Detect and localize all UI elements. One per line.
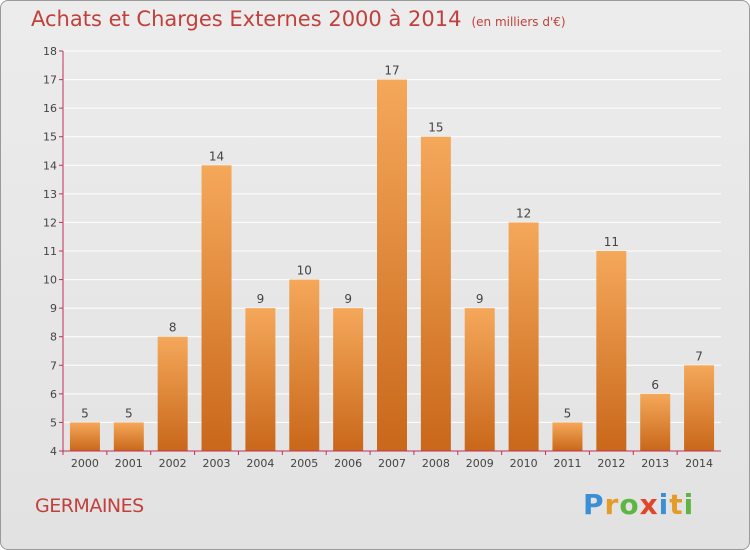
chart-subtitle: (en milliers d'€) — [471, 15, 566, 29]
bar — [201, 165, 232, 452]
bar — [508, 222, 539, 451]
data-label: 9 — [257, 292, 265, 306]
logo-letter: i — [658, 488, 670, 521]
data-label: 5 — [81, 406, 89, 420]
x-tick-label: 2009 — [466, 457, 494, 470]
data-label: 17 — [384, 64, 399, 78]
bar — [69, 422, 100, 451]
bar — [420, 136, 451, 451]
y-tick-label: 12 — [43, 216, 57, 229]
x-tick-label: 2012 — [597, 457, 625, 470]
data-label: 15 — [428, 121, 443, 135]
logo-letter: x — [639, 488, 659, 521]
x-tick-label: 2010 — [510, 457, 538, 470]
y-tick-label: 10 — [43, 274, 57, 287]
bar — [245, 308, 276, 451]
y-tick-label: 6 — [50, 388, 57, 401]
bar — [113, 422, 144, 451]
x-tick-label: 2005 — [290, 457, 318, 470]
bar — [157, 336, 188, 451]
place-name: GERMAINES — [35, 495, 144, 517]
bar — [333, 308, 364, 451]
y-tick-label: 17 — [43, 74, 57, 87]
bar — [289, 279, 320, 451]
data-label: 6 — [651, 378, 659, 392]
data-label: 12 — [516, 206, 531, 220]
y-tick-label: 8 — [50, 331, 57, 344]
x-tick-label: 2006 — [334, 457, 362, 470]
proxiti-logo: Proxiti — [583, 488, 694, 521]
bar — [377, 79, 407, 452]
data-label: 14 — [209, 149, 224, 163]
x-tick-label: 2002 — [159, 457, 187, 470]
bar — [552, 422, 583, 451]
logo-letter: P — [583, 488, 605, 521]
y-tick-label: 7 — [50, 359, 57, 372]
bar — [640, 393, 671, 451]
bar — [464, 308, 495, 451]
y-tick-label: 15 — [43, 131, 57, 144]
x-tick-label: 2007 — [378, 457, 406, 470]
data-label: 11 — [604, 235, 619, 249]
y-tick-label: 14 — [43, 159, 57, 172]
x-tick-label: 2008 — [422, 457, 450, 470]
y-tick-label: 18 — [43, 45, 57, 58]
logo-letter: o — [619, 488, 640, 521]
x-tick-label: 2000 — [71, 457, 99, 470]
x-tick-label: 2014 — [685, 457, 713, 470]
logo-letter: r — [604, 488, 620, 521]
logo-letter: i — [683, 488, 695, 521]
y-tick-label: 16 — [43, 102, 57, 115]
data-label: 9 — [344, 292, 352, 306]
data-label: 8 — [169, 321, 177, 335]
y-tick-label: 5 — [50, 416, 57, 429]
bars — [69, 79, 715, 452]
y-tick-label: 9 — [50, 302, 57, 315]
x-tick-label: 2011 — [553, 457, 581, 470]
bar — [684, 365, 715, 451]
bar — [596, 251, 627, 451]
y-tick-label: 11 — [43, 245, 57, 258]
x-tick-labels: 2000 2001 2002 2003 2004 2005 2006 2007 2008 2009… — [62, 451, 713, 470]
x-tick-label: 2004 — [246, 457, 274, 470]
y-tick-label: 13 — [43, 188, 57, 201]
axes — [62, 51, 721, 452]
chart-header: Achats et Charges Externes 2000 à 2014 (e… — [31, 7, 566, 31]
x-tick-label: 2013 — [641, 457, 669, 470]
x-tick-label: 2003 — [203, 457, 231, 470]
data-label: 10 — [297, 264, 312, 278]
logo-letter: t — [669, 488, 684, 521]
x-tick-label: 2001 — [115, 457, 143, 470]
data-label: 5 — [125, 406, 133, 420]
data-label: 7 — [695, 349, 703, 363]
data-label: 5 — [564, 406, 572, 420]
data-label: 9 — [476, 292, 484, 306]
y-tick-labels: 4 5 6 7 8 9 10 11 12 13 14 15 16 17 18 — [43, 45, 63, 458]
data-labels: 5 5 8 14 9 10 9 17 15 9 12 5 11 6 7 — [81, 64, 703, 421]
y-tick-label: 4 — [50, 445, 57, 458]
chart-title: Achats et Charges Externes 2000 à 2014 — [31, 7, 462, 31]
